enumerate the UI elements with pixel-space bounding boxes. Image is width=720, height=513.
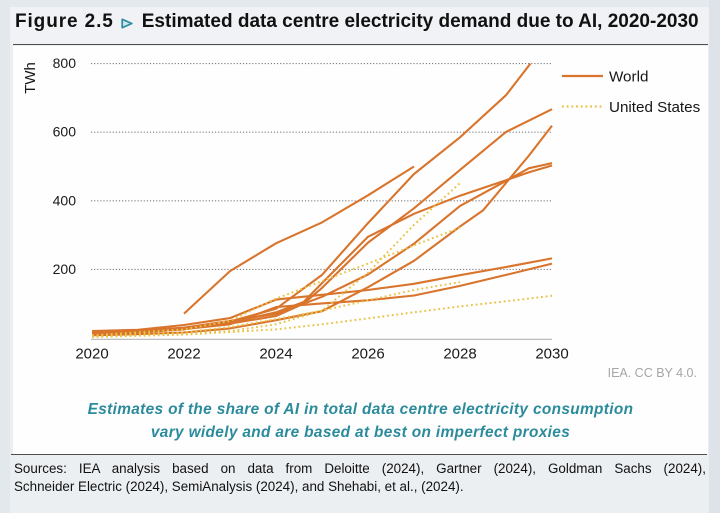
svg-text:TWh: TWh: [22, 62, 39, 94]
svg-text:800: 800: [53, 55, 77, 71]
svg-text:2026: 2026: [351, 346, 384, 363]
svg-text:2022: 2022: [167, 346, 200, 363]
svg-text:United States: United States: [609, 99, 701, 116]
svg-text:400: 400: [53, 192, 77, 208]
svg-text:200: 200: [53, 261, 77, 277]
svg-text:2024: 2024: [259, 346, 292, 363]
svg-text:2030: 2030: [535, 346, 568, 363]
svg-text:2020: 2020: [75, 346, 108, 363]
svg-text:600: 600: [53, 124, 77, 140]
svg-text:2028: 2028: [443, 346, 476, 363]
svg-text:World: World: [609, 69, 648, 86]
